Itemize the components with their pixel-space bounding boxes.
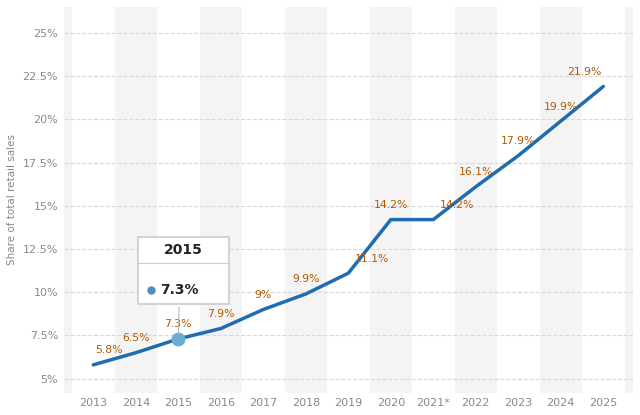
Text: 14.2%: 14.2% (440, 200, 474, 210)
Text: 17.9%: 17.9% (501, 136, 536, 146)
Y-axis label: Share of total retail sales: Share of total retail sales (7, 134, 17, 265)
Text: 6.5%: 6.5% (122, 333, 150, 343)
Text: 11.1%: 11.1% (355, 254, 389, 264)
FancyBboxPatch shape (138, 237, 229, 304)
Text: 5.8%: 5.8% (95, 345, 123, 355)
Text: 7.3%: 7.3% (164, 320, 192, 330)
Bar (327, 7, 369, 393)
Text: 21.9%: 21.9% (567, 67, 601, 77)
Bar (242, 7, 285, 393)
Text: 16.1%: 16.1% (459, 167, 493, 177)
Text: 19.9%: 19.9% (543, 102, 578, 112)
Text: 9%: 9% (255, 290, 272, 300)
Text: 9.9%: 9.9% (292, 274, 319, 284)
Text: 7.9%: 7.9% (207, 309, 234, 319)
Bar (497, 7, 540, 393)
Text: 14.2%: 14.2% (374, 200, 408, 210)
Bar (157, 7, 200, 393)
Bar (582, 7, 625, 393)
Text: 7.3%: 7.3% (160, 283, 198, 297)
Text: 2015: 2015 (164, 243, 203, 257)
Bar (72, 7, 115, 393)
Bar (412, 7, 454, 393)
